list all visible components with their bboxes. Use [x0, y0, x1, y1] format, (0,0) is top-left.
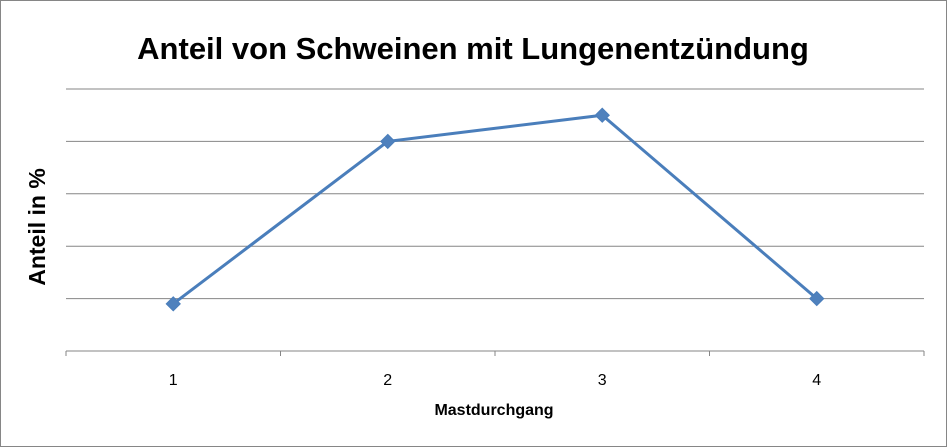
- series-markers: [165, 107, 825, 312]
- x-axis-title: Mastdurchgang: [434, 402, 553, 419]
- x-tick-label: 2: [383, 372, 392, 389]
- data-point-marker: [380, 133, 396, 150]
- data-point-marker: [809, 290, 825, 307]
- y-axis-title: Anteil in %: [24, 168, 50, 286]
- x-axis-ticks: [65, 351, 925, 356]
- x-tick-label: 4: [812, 372, 821, 389]
- series-line: [172, 113, 818, 306]
- gridlines: [66, 88, 924, 300]
- data-point-marker: [594, 107, 610, 123]
- x-tick-labels: 1 2 3 4: [169, 372, 822, 389]
- chart-title: Anteil von Schweinen mit Lungenentzündun…: [137, 31, 809, 66]
- x-tick-label: 3: [598, 372, 607, 389]
- data-point-marker: [165, 296, 181, 312]
- x-tick-label: 1: [169, 372, 178, 389]
